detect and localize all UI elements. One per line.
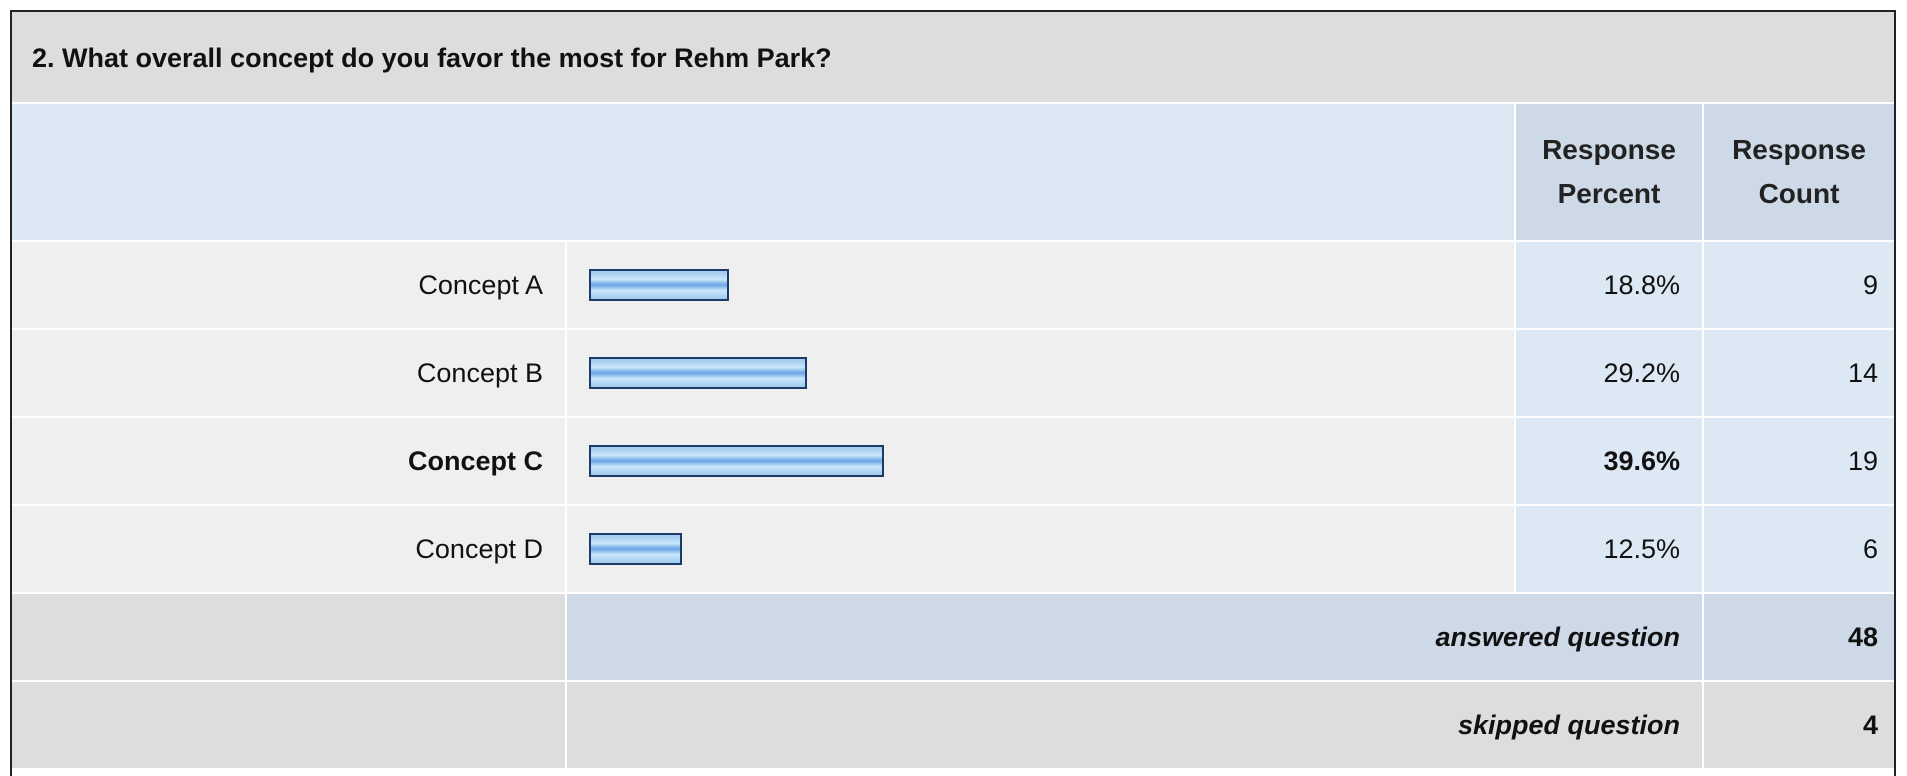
answered-question-row: answered question 48 <box>12 592 1894 680</box>
skipped-question-count: 4 <box>1702 682 1894 768</box>
row-label: Concept D <box>12 506 565 592</box>
response-percent: 39.6% <box>1514 418 1702 504</box>
response-percent-header-line1: Response <box>1542 134 1676 165</box>
bar-concept-a <box>589 269 729 301</box>
response-count: 19 <box>1702 418 1894 504</box>
row-label: Concept C <box>12 418 565 504</box>
bar-cell <box>565 330 1514 416</box>
response-count-header-line2: Count <box>1758 178 1840 209</box>
survey-result-table: 2. What overall concept do you favor the… <box>10 10 1896 776</box>
skipped-question-label: skipped question <box>565 682 1702 768</box>
summary-blank <box>12 594 565 680</box>
summary-blank <box>12 682 565 768</box>
response-count: 6 <box>1702 506 1894 592</box>
response-count: 9 <box>1702 242 1894 328</box>
question-title: 2. What overall concept do you favor the… <box>12 12 1894 104</box>
row-label: Concept A <box>12 242 565 328</box>
response-percent-header: Response Percent <box>1514 104 1702 240</box>
row-label: Concept B <box>12 330 565 416</box>
table-row-concept-a: Concept A 18.8% 9 <box>12 240 1894 328</box>
bar-concept-b <box>589 357 807 389</box>
response-count: 14 <box>1702 330 1894 416</box>
response-percent: 18.8% <box>1514 242 1702 328</box>
response-percent: 12.5% <box>1514 506 1702 592</box>
bar-cell <box>565 418 1514 504</box>
answered-question-count: 48 <box>1702 594 1894 680</box>
table-row-concept-b: Concept B 29.2% 14 <box>12 328 1894 416</box>
answered-question-label: answered question <box>565 594 1702 680</box>
bar-concept-c <box>589 445 884 477</box>
skipped-question-row: skipped question 4 <box>12 680 1894 768</box>
response-count-header-line1: Response <box>1732 134 1866 165</box>
response-percent: 29.2% <box>1514 330 1702 416</box>
bar-concept-d <box>589 533 682 565</box>
response-percent-header-line2: Percent <box>1557 178 1661 209</box>
bar-cell <box>565 506 1514 592</box>
header-blank <box>12 104 1514 240</box>
bar-cell <box>565 242 1514 328</box>
table-header: Response Percent Response Count <box>12 104 1894 240</box>
table-row-concept-d: Concept D 12.5% 6 <box>12 504 1894 592</box>
table-row-concept-c: Concept C 39.6% 19 <box>12 416 1894 504</box>
response-count-header: Response Count <box>1702 104 1894 240</box>
